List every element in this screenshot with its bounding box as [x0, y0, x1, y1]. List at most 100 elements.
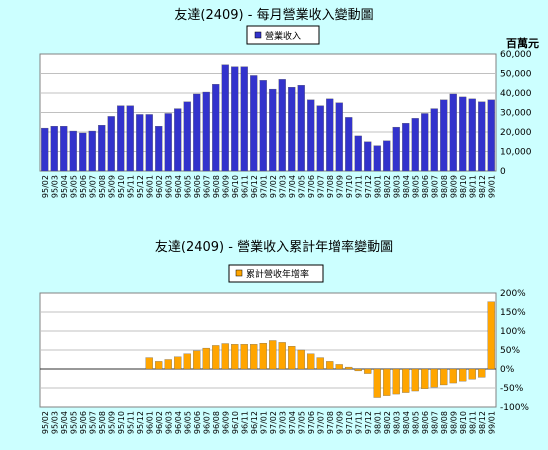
bar-97-02 — [269, 88, 277, 172]
bar-96-04 — [174, 356, 182, 370]
x-tick-label: 98/10 — [459, 175, 468, 198]
x-tick-label: 96/11 — [240, 175, 249, 198]
x-tick-label: 95/11 — [126, 411, 135, 434]
x-tick-label: 97/11 — [354, 411, 363, 434]
x-tick-label: 98/02 — [383, 175, 392, 198]
x-tick-label: 97/05 — [297, 175, 306, 198]
bar-97-09 — [335, 102, 343, 172]
x-tick-label: 98/01 — [373, 175, 382, 198]
x-tick-label: 97/07 — [316, 175, 325, 198]
bar-97-12 — [364, 141, 372, 172]
x-tick-label: 96/06 — [193, 175, 202, 198]
bar-96-11 — [240, 344, 248, 370]
legend-swatch-growth — [235, 269, 243, 277]
y-tick-label: 0% — [500, 365, 515, 375]
x-tick-label: 97/10 — [345, 411, 354, 434]
bar-98-03 — [392, 368, 400, 395]
bar-95-09 — [107, 116, 115, 172]
bar-95-10 — [117, 105, 125, 172]
x-tick-label: 98/03 — [392, 411, 401, 434]
bar-97-02 — [269, 340, 277, 370]
x-tick-label: 96/10 — [231, 175, 240, 198]
y-tick-label: -50% — [500, 384, 524, 394]
x-tick-label: 98/06 — [421, 175, 430, 198]
x-tick-label: 95/09 — [107, 411, 116, 434]
x-tick-label: 96/04 — [174, 175, 183, 198]
y-tick-label: -100% — [500, 403, 529, 413]
x-tick-label: 98/05 — [411, 411, 420, 434]
bar-98-01 — [373, 145, 381, 172]
bar-96-07 — [202, 91, 210, 172]
bar-99-01 — [487, 301, 495, 370]
x-tick-label: 96/09 — [221, 175, 230, 198]
bar-98-02 — [383, 140, 391, 172]
x-tick-label: 97/04 — [288, 411, 297, 434]
x-tick-label: 98/07 — [430, 411, 439, 434]
x-tick-label: 95/04 — [60, 175, 69, 198]
bar-98-05 — [411, 118, 419, 172]
x-tick-label: 96/08 — [212, 175, 221, 198]
x-tick-label: 95/10 — [117, 411, 126, 434]
chart-2-title: 友達(2409) - 營業收入累計年增率變動圖 — [155, 239, 393, 255]
bar-97-12 — [364, 368, 372, 374]
bar-97-08 — [326, 361, 334, 370]
bar-96-03 — [164, 113, 172, 172]
x-tick-label: 95/07 — [88, 411, 97, 434]
chart-1-title: 友達(2409) - 每月營業收入變動圖 — [174, 7, 373, 23]
x-tick-label: 97/08 — [326, 411, 335, 434]
x-tick-label: 98/11 — [468, 175, 477, 198]
x-tick-label: 96/02 — [155, 411, 164, 434]
x-tick-label: 95/08 — [98, 411, 107, 434]
bar-97-04 — [288, 87, 296, 172]
x-tick-label: 95/03 — [50, 175, 59, 198]
bar-97-09 — [335, 364, 343, 370]
x-tick-label: 97/04 — [288, 175, 297, 198]
bar-96-07 — [202, 347, 210, 370]
bar-97-07 — [316, 105, 324, 172]
bar-97-05 — [297, 85, 305, 172]
x-tick-label: 98/09 — [449, 175, 458, 198]
bar-98-08 — [440, 99, 448, 172]
bar-96-09 — [221, 64, 229, 172]
y-tick-label: 0 — [500, 167, 506, 177]
x-tick-label: 97/10 — [345, 175, 354, 198]
bar-98-10 — [459, 368, 467, 382]
x-tick-label: 98/07 — [430, 175, 439, 198]
x-tick-label: 95/07 — [88, 175, 97, 198]
x-tick-label: 97/09 — [335, 411, 344, 434]
x-tick-label: 95/05 — [69, 411, 78, 434]
chart-1-legend: 營業收入 — [246, 25, 320, 45]
x-tick-label: 96/02 — [155, 175, 164, 198]
x-tick-label: 98/01 — [373, 411, 382, 434]
x-tick-label: 95/06 — [79, 175, 88, 198]
x-tick-label: 96/09 — [221, 411, 230, 434]
bar-96-03 — [164, 359, 172, 370]
x-tick-label: 95/12 — [136, 411, 145, 434]
x-tick-label: 96/12 — [250, 411, 259, 434]
x-tick-label: 96/10 — [231, 411, 240, 434]
x-tick-label: 98/09 — [449, 411, 458, 434]
x-tick-label: 98/04 — [402, 411, 411, 434]
monthly-revenue-chart: 友達(2409) - 每月營業收入變動圖 營業收入 百萬元 0 10,000 20,… — [39, 7, 539, 198]
bar-98-10 — [459, 96, 467, 172]
bar-98-12 — [478, 368, 486, 378]
bar-97-06 — [307, 99, 315, 172]
x-tick-label: 97/08 — [326, 175, 335, 198]
x-tick-label: 96/12 — [250, 175, 259, 198]
bar-98-04 — [402, 368, 410, 393]
x-tick-label: 96/03 — [164, 411, 173, 434]
y-tick-label: 200% — [500, 289, 526, 299]
legend-box — [246, 25, 320, 45]
x-tick-label: 98/10 — [459, 411, 468, 434]
y-tick-label: 100% — [500, 327, 526, 337]
bar-96-09 — [221, 343, 229, 370]
x-tick-label: 98/08 — [440, 175, 449, 198]
x-tick-label: 97/03 — [278, 411, 287, 434]
x-tick-label: 97/05 — [297, 411, 306, 434]
x-tick-label: 96/01 — [145, 175, 154, 198]
x-tick-label: 95/08 — [98, 175, 107, 198]
bar-95-02 — [41, 127, 49, 172]
y-axis-unit-label: 百萬元 — [506, 36, 539, 50]
bar-97-01 — [259, 343, 267, 370]
bar-97-06 — [307, 353, 315, 370]
